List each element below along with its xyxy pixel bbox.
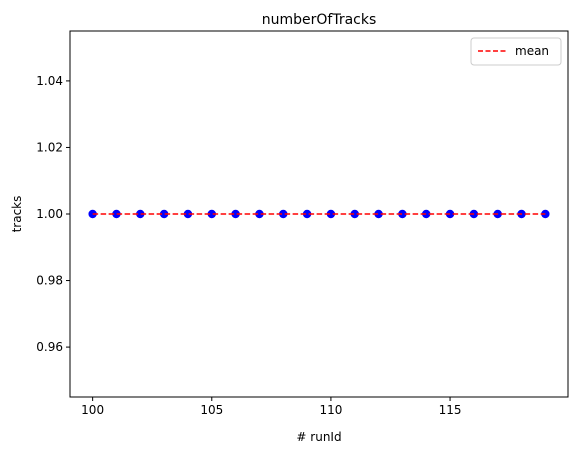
data-point [326,209,336,219]
x-tick-label: 105 [200,403,223,417]
data-point [231,209,240,219]
data-point [422,209,431,219]
legend: mean [470,37,562,66]
data-point [302,209,312,219]
legend-box [470,37,562,66]
chart-title: numberOfTracks [262,12,377,28]
y-tick-label: 0.98 [36,274,63,288]
x-axis-ticks: 100 105 110 115 [81,397,462,417]
x-axis-title: # runId [296,430,341,444]
y-tick-label: 1.00 [36,207,63,221]
data-point [398,209,407,219]
data-point [207,209,216,219]
x-tick-label: 100 [81,403,104,417]
data-point [255,209,264,219]
data-point [112,209,121,219]
y-axis-title: tracks [10,196,24,233]
y-tick-label: 1.02 [36,140,63,154]
y-tick-label: 0.96 [36,340,63,354]
data-point [136,209,145,219]
data-point [374,209,383,219]
data-point [279,209,288,219]
data-point [350,209,359,219]
x-tick-label: 115 [439,403,462,417]
y-tick-label: 1.04 [36,74,63,88]
y-axis-ticks: 0.96 0.98 1.00 1.02 1.04 [36,74,70,354]
x-tick-label: 110 [319,403,342,417]
data-point [183,209,193,219]
data-point [159,209,169,219]
legend-mean-label: mean [515,44,549,58]
